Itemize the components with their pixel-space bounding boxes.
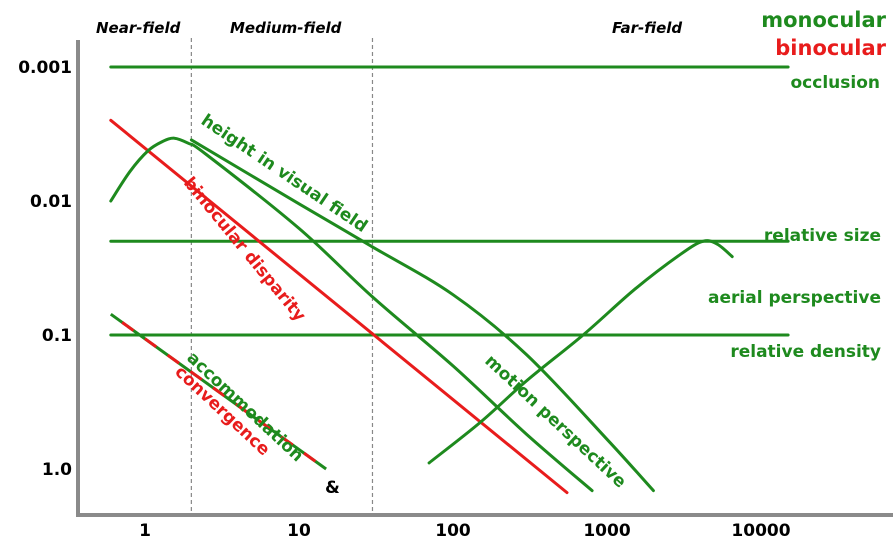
x-tick-label-1: 1 xyxy=(139,521,151,541)
y-tick-label-1-0: 1.0 xyxy=(42,460,72,480)
y-tick-label-0-01: 0.01 xyxy=(30,192,72,212)
x-tick-label-100: 100 xyxy=(435,521,471,541)
axes-layer xyxy=(76,40,893,517)
curve-label-relative-density: relative density xyxy=(730,342,881,362)
zone-label-layer: Near-field Medium-field Far-field xyxy=(96,19,682,37)
series-motion-perspective xyxy=(189,138,655,493)
tick-label-layer: 1 10 100 1000 10000 0.001 0.01 0.1 1.0 xyxy=(18,58,791,541)
series-layer xyxy=(109,65,790,495)
series-aerial-perspective xyxy=(427,239,734,465)
legend: monocular binocular xyxy=(761,8,886,60)
zone-label-near-field: Near-field xyxy=(96,19,181,37)
y-tick-label-0-1: 0.1 xyxy=(42,326,72,346)
y-tick-label-0-001: 0.001 xyxy=(18,58,72,78)
series-height-in-visual-field xyxy=(109,136,594,493)
curve-label-motion-perspective: motion perspective xyxy=(481,351,630,492)
curve-label-aerial-perspective: aerial perspective xyxy=(708,288,881,308)
curve-label-accommodation: accommodation xyxy=(183,348,308,466)
zone-label-far-field: Far-field xyxy=(612,19,682,37)
x-tick-label-10000: 10000 xyxy=(731,521,790,541)
x-tick-label-1000: 1000 xyxy=(583,521,630,541)
curve-label-ampersand: & xyxy=(325,478,340,498)
legend-monocular: monocular xyxy=(761,8,886,32)
region-divider-layer xyxy=(190,38,374,513)
legend-binocular: binocular xyxy=(775,36,886,60)
curve-label-binocular-disparity: binocular disparity xyxy=(179,173,309,325)
zone-label-medium-field: Medium-field xyxy=(230,19,342,37)
series-binocular-disparity xyxy=(109,118,569,495)
curve-label-relative-size: relative size xyxy=(764,226,881,246)
curve-label-occlusion: occlusion xyxy=(791,73,881,93)
x-tick-label-10: 10 xyxy=(287,521,311,541)
series-accommodation-convergence-b xyxy=(109,312,327,471)
